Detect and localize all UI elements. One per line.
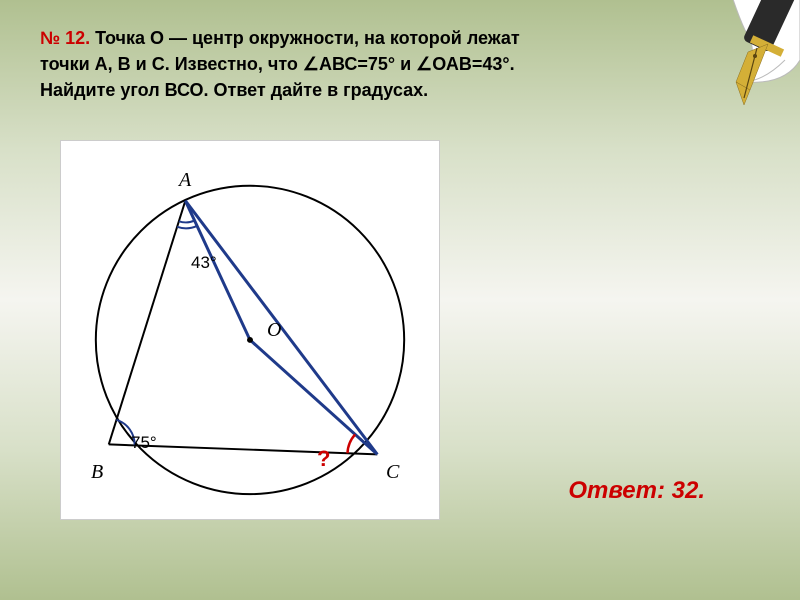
problem-line3: Найдите угол ВСО. Ответ дайте в градусах… <box>40 80 428 100</box>
problem-line1: Точка О — центр окружности, на которой л… <box>95 28 520 48</box>
segment-oc <box>250 340 377 454</box>
label-b: B <box>91 461 103 484</box>
angle-arc-c <box>347 434 355 453</box>
annotation-question: ? <box>317 446 330 472</box>
answer-text: Ответ: 32. <box>568 477 705 505</box>
problem-line2: точки А, В и С. Известно, что ∠АВС=75° и… <box>40 54 515 74</box>
angle-arc-a2 <box>177 226 197 228</box>
label-o: O <box>267 319 281 342</box>
annotation-75: 75° <box>131 433 157 453</box>
answer-label: Ответ: <box>568 477 665 504</box>
point-o-dot <box>247 337 253 343</box>
fountain-pen-icon <box>690 0 800 120</box>
segment-ab <box>109 201 186 445</box>
geometry-diagram: A B C O 43° 75° ? <box>60 140 440 520</box>
angle-arc-a1 <box>179 221 195 223</box>
problem-number: № 12. <box>40 28 90 48</box>
answer-value: 32. <box>672 477 705 504</box>
label-a: A <box>179 169 191 192</box>
label-c: C <box>386 461 399 484</box>
annotation-43: 43° <box>191 253 217 273</box>
problem-statement: № 12. Точка О — центр окружности, на кот… <box>40 25 680 103</box>
